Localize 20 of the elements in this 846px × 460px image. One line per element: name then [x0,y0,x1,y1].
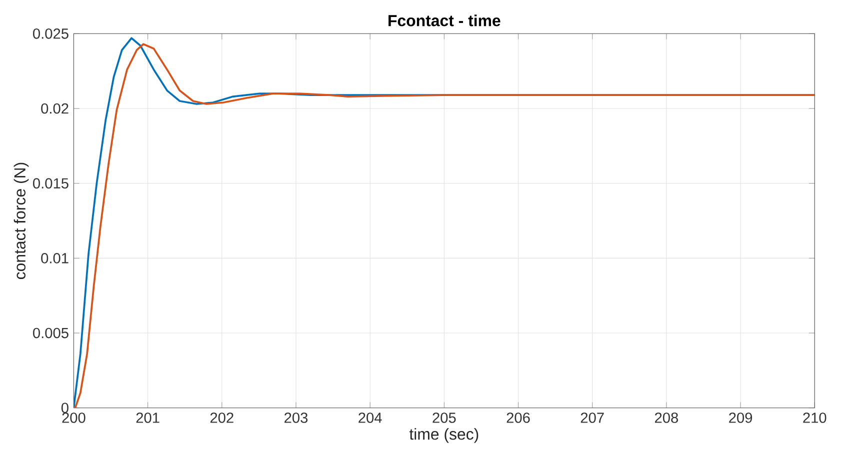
y-tick-label: 0.005 [33,328,68,338]
y-tick-label: 0.025 [33,28,68,39]
y-tick-label: 0.01 [41,253,68,264]
x-tick-label: 209 [729,412,752,423]
x-tick-label: 205 [432,412,456,423]
x-tick-label: 202 [210,412,234,423]
chart-title: Fcontact - time [388,14,500,26]
x-tick-label: 208 [654,412,678,423]
x-tick-label: 201 [136,412,160,423]
x-tick-label: 204 [358,412,382,423]
x-tick-label: 206 [506,412,530,423]
x-tick-label: 207 [580,412,604,423]
y-tick-label: 0 [61,402,68,414]
x-tick-label: 200 [62,412,86,423]
y-tick-label: 0.02 [41,103,68,114]
x-tick-label: 203 [284,412,308,423]
y-axis-title: contact force (N) [14,162,29,279]
x-tick-label: 210 [803,412,826,423]
y-tick-label: 0.015 [33,178,68,188]
x-axis-title: time (sec) [409,428,478,443]
